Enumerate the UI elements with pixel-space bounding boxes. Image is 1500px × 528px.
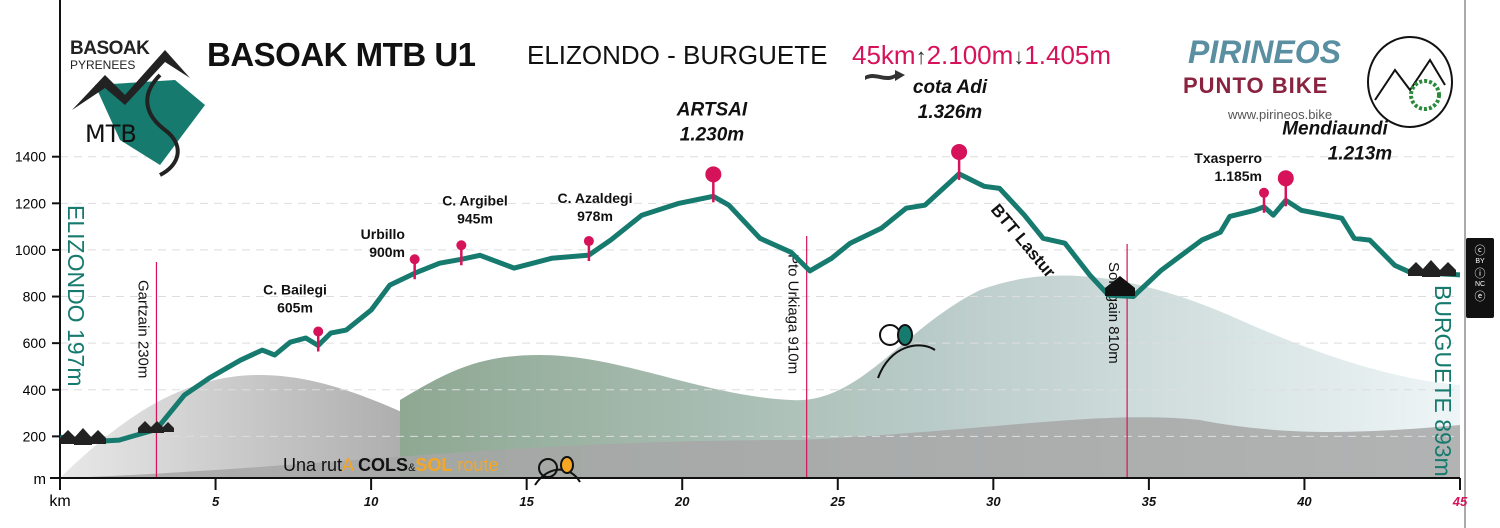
y-tick-label: 1200 <box>15 195 46 211</box>
logo-mtb: MTB <box>85 120 137 148</box>
background-hill <box>60 417 1460 478</box>
summit-name: cota Adi <box>913 77 988 98</box>
summit-elevation: 1.326m <box>918 102 983 123</box>
summit-marker <box>313 326 324 352</box>
end-label: BURGUETE 893m <box>1430 285 1456 477</box>
summit-name: Urbillo <box>361 226 405 242</box>
route-stats: 45km↑2.100m↓1.405m <box>852 40 1111 71</box>
descent: 1.405m <box>1024 40 1112 70</box>
summit-elevation: 1.185m <box>1215 168 1262 184</box>
summit-marker <box>1259 187 1269 213</box>
brand-subname: PUNTO BIKE <box>1183 73 1329 98</box>
village-icon <box>1408 260 1456 277</box>
x-tick-label: 20 <box>674 494 690 509</box>
pirineos-logo-icon <box>1367 36 1453 128</box>
cc-license-badge[interactable]: ⓒ BY ⓘ NC ⓔ <box>1466 238 1494 318</box>
ascent: 2.100m <box>926 40 1014 70</box>
summit-elevation: 945m <box>457 210 493 226</box>
descent-arrow-icon: ↓ <box>1013 44 1025 69</box>
summit-marker <box>705 166 722 203</box>
summit-marker <box>951 143 968 180</box>
profile-line <box>59 171 1461 445</box>
person-icon: ⓘ <box>1474 268 1486 280</box>
x-tick-label: 40 <box>1296 494 1312 509</box>
start-label: ELIZONDO 197m <box>63 205 89 387</box>
summit-name: C. Azaldegi <box>558 190 633 206</box>
basoak-logo-icon <box>72 50 205 177</box>
brand-name: PIRINEOS <box>1188 34 1341 70</box>
refuge-icon <box>1105 276 1135 296</box>
logo-text: BASOAK <box>70 38 150 59</box>
pass-label: Pto Urkiaga 910m <box>785 254 802 374</box>
logo-subtext: PYRENEES <box>70 58 136 72</box>
cols-sol-tagline: Una rutA COLS&SOL route <box>283 455 499 475</box>
summit-elevation: 605m <box>277 299 313 315</box>
x-tick-label: 35 <box>1142 494 1157 509</box>
summit-name: Txasperro <box>1194 150 1262 166</box>
x-tick-label: 45 <box>1452 494 1468 509</box>
ascent-arrow-icon: ↑ <box>915 44 927 69</box>
y-axis-label: m <box>34 471 47 488</box>
summit-elevation: 1.213m <box>1328 143 1393 164</box>
y-tick-label: 800 <box>23 289 47 305</box>
y-tick-label: 1400 <box>15 149 46 165</box>
summit-marker <box>583 236 594 262</box>
noncommercial-icon: ⓔ <box>1474 291 1486 303</box>
x-tick-label: 10 <box>364 494 379 509</box>
summit-marker <box>1277 170 1294 207</box>
y-tick-label: 1000 <box>15 242 46 258</box>
cyclist-icon <box>534 456 581 486</box>
summit-name: C. Argibel <box>442 192 508 208</box>
y-tick-label: 600 <box>23 335 47 351</box>
summit-marker <box>409 254 420 280</box>
village-icon <box>138 421 174 433</box>
x-tick-label: 30 <box>986 494 1001 509</box>
summit-name: Mendiaundi <box>1282 118 1388 139</box>
summit-elevation: 1.230m <box>680 124 745 145</box>
x-tick-label: 5 <box>212 494 220 509</box>
route-subtitle: ELIZONDO - BURGUETE <box>527 40 828 70</box>
summit-elevation: 900m <box>369 244 405 260</box>
village-icon <box>60 428 106 445</box>
route-title: BASOAK MTB U1 <box>207 36 476 73</box>
x-axis-label: km <box>49 493 70 510</box>
pass-label: Gartzain 230m <box>134 280 151 378</box>
direction-arrow-icon <box>865 70 905 81</box>
y-tick-label: 200 <box>23 428 47 444</box>
x-tick-label: 15 <box>519 494 534 509</box>
summit-name: C. Bailegi <box>263 281 327 297</box>
website-link[interactable]: www.pirineos.bike <box>1228 107 1333 122</box>
cc-icon: ⓒ <box>1474 245 1486 257</box>
summit-name: ARTSAI <box>676 99 748 120</box>
cyclist-icon <box>877 324 936 379</box>
distance: 45km <box>852 40 916 70</box>
summit-marker <box>456 240 467 266</box>
y-tick-label: 400 <box>23 382 47 398</box>
x-tick-label: 25 <box>830 494 846 509</box>
summit-elevation: 978m <box>577 208 613 224</box>
